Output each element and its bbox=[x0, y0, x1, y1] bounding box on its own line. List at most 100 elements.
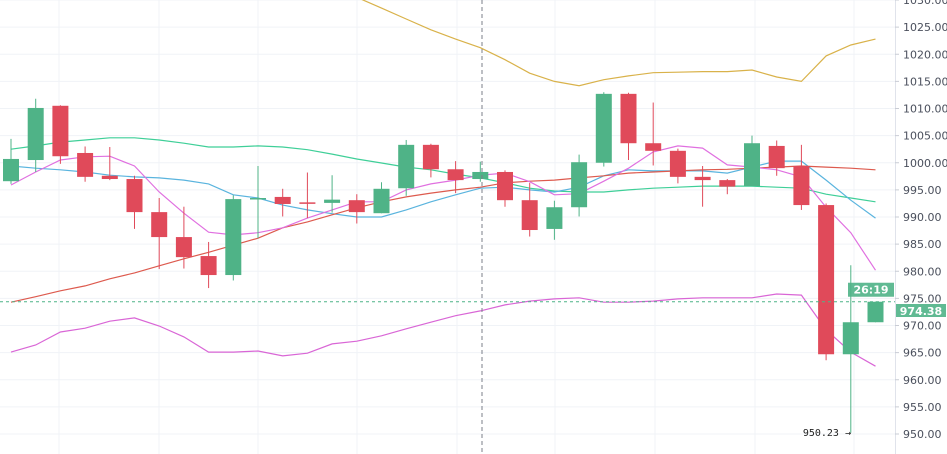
candle-body bbox=[77, 152, 94, 177]
candle bbox=[52, 105, 69, 164]
y-tick-label: 970.00 bbox=[903, 320, 942, 333]
candle-body bbox=[175, 237, 192, 258]
current-price-tag: 974.38 26:19 bbox=[848, 282, 946, 318]
y-tick-label: 1030.00 bbox=[903, 0, 947, 7]
candle bbox=[348, 194, 365, 224]
y-tick-label: 1005.00 bbox=[903, 130, 947, 143]
candle-body bbox=[620, 93, 637, 144]
candle bbox=[472, 161, 489, 182]
indicator-line bbox=[10, 145, 877, 271]
indicator-line bbox=[361, 0, 876, 87]
y-tick-label: 975.00 bbox=[903, 292, 942, 305]
candle bbox=[126, 175, 143, 229]
candle bbox=[274, 188, 291, 217]
candle-body bbox=[200, 256, 217, 276]
candle bbox=[175, 206, 192, 269]
candle bbox=[3, 138, 19, 184]
y-tick-label: 1020.00 bbox=[903, 48, 947, 61]
y-tick-label: 950.00 bbox=[903, 428, 942, 441]
candle bbox=[768, 140, 785, 176]
y-tick-label: 995.00 bbox=[903, 184, 942, 197]
candle-body bbox=[867, 301, 884, 323]
candle-body bbox=[373, 188, 390, 214]
candle bbox=[225, 195, 242, 281]
candle-body bbox=[818, 205, 835, 355]
current-price-label: 974.38 bbox=[900, 305, 942, 318]
y-tick-label: 980.00 bbox=[903, 265, 942, 278]
candle-body bbox=[126, 179, 143, 213]
y-tick-label: 965.00 bbox=[903, 347, 942, 360]
candle-body bbox=[225, 199, 242, 276]
candle bbox=[694, 166, 711, 207]
candles bbox=[3, 92, 884, 433]
candle bbox=[546, 200, 563, 240]
candle-body bbox=[694, 176, 711, 181]
candle-body bbox=[669, 150, 686, 177]
y-tick-label: 960.00 bbox=[903, 374, 942, 387]
candle bbox=[571, 154, 588, 217]
low-annotation: 950.23 → bbox=[803, 428, 851, 439]
candle-body bbox=[768, 145, 785, 169]
candle bbox=[398, 139, 415, 196]
price-axis[interactable]: 950.00 955.00 960.00 965.00 970.00 975.00 980.… bbox=[895, 0, 947, 441]
candle-body bbox=[447, 169, 464, 181]
y-tick-label: 955.00 bbox=[903, 401, 942, 414]
candle-body bbox=[27, 107, 44, 161]
candle-body bbox=[299, 202, 316, 204]
candle bbox=[744, 135, 760, 187]
candle-body bbox=[842, 322, 859, 355]
candle bbox=[521, 182, 538, 237]
candle-body bbox=[52, 105, 69, 157]
grid bbox=[0, 0, 895, 454]
candle bbox=[669, 148, 686, 184]
candle-body bbox=[521, 200, 538, 231]
candle bbox=[422, 143, 439, 178]
candle-body bbox=[250, 198, 266, 200]
candle-body bbox=[793, 166, 810, 206]
candle bbox=[250, 166, 266, 239]
candle-body bbox=[348, 200, 365, 213]
candle bbox=[27, 98, 44, 172]
candle-body bbox=[398, 144, 415, 189]
candle-body bbox=[324, 199, 341, 203]
indicator-line bbox=[10, 293, 876, 367]
candle-body bbox=[595, 93, 612, 163]
candle bbox=[373, 182, 390, 214]
candle-body bbox=[645, 143, 662, 151]
y-tick-label: 990.00 bbox=[903, 211, 942, 224]
indicator-line bbox=[10, 165, 876, 303]
candle-body bbox=[3, 158, 19, 182]
candle-body bbox=[719, 180, 736, 187]
candle-body bbox=[472, 171, 489, 180]
candle bbox=[101, 147, 118, 181]
y-tick-label: 1010.00 bbox=[903, 103, 947, 116]
countdown-label: 26:19 bbox=[853, 284, 888, 297]
candle bbox=[151, 198, 168, 270]
y-tick-label: 985.00 bbox=[903, 238, 942, 251]
candle bbox=[793, 144, 810, 210]
indicator-lines bbox=[10, 0, 877, 367]
candle-body bbox=[274, 196, 291, 204]
y-tick-label: 1025.00 bbox=[903, 21, 947, 34]
indicator-line bbox=[10, 160, 876, 219]
candle-body bbox=[546, 207, 563, 229]
candle-body bbox=[422, 144, 439, 170]
candle-body bbox=[151, 212, 168, 238]
candle bbox=[719, 179, 736, 195]
candle-body bbox=[571, 162, 588, 208]
candle bbox=[324, 175, 341, 213]
candle bbox=[299, 172, 316, 219]
candle bbox=[595, 92, 612, 167]
candle-body bbox=[744, 143, 760, 187]
candle bbox=[447, 161, 464, 194]
candle-body bbox=[497, 171, 513, 201]
candle bbox=[200, 241, 217, 289]
candle bbox=[77, 146, 94, 182]
y-tick-label: 1015.00 bbox=[903, 75, 947, 88]
candle bbox=[620, 92, 637, 161]
y-tick-label: 1000.00 bbox=[903, 157, 947, 170]
candle bbox=[497, 170, 513, 207]
candle bbox=[645, 102, 662, 166]
candle-body bbox=[101, 175, 118, 180]
